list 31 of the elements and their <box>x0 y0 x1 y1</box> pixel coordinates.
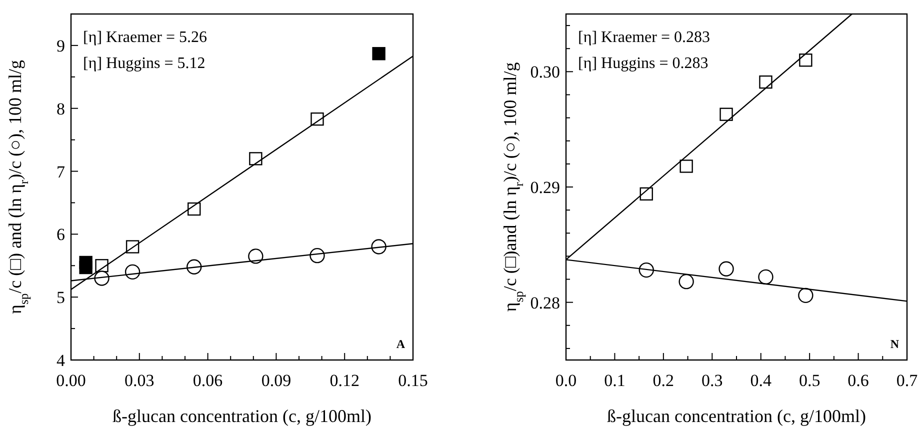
annotation: N <box>890 337 900 351</box>
y-tick-label: 4 <box>56 351 66 370</box>
x-tick-label: 0.2 <box>652 371 674 390</box>
y-tick-label: 6 <box>56 225 65 244</box>
x-tick-label: 0.0 <box>555 371 577 390</box>
annotation: [η] Huggins = 5.12 <box>83 55 206 72</box>
y-tick-label: 7 <box>56 162 66 182</box>
annotation: [η] Kraemer = 5.26 <box>83 29 208 46</box>
x-tick-label: 0.3 <box>702 371 723 390</box>
x-axis-title: ß-glucan concentration (c, g/100ml) <box>607 406 866 426</box>
y-tick-label: 5 <box>56 288 65 308</box>
x-tick-label: 0.7 <box>896 371 918 390</box>
x-tick-label: 0.03 <box>124 371 154 390</box>
annotation: A <box>396 337 406 351</box>
x-tick-label: 0.4 <box>750 371 772 390</box>
x-tick-label: 0.00 <box>56 371 86 390</box>
x-tick-label: 0.12 <box>330 371 360 390</box>
y-tick-label: 8 <box>56 99 65 118</box>
x-tick-label: 0.5 <box>798 371 820 390</box>
x-tick-label: 0.06 <box>192 371 223 390</box>
y-tick-label: 9 <box>56 36 65 56</box>
y-tick-label: 0.30 <box>530 62 560 82</box>
x-axis-title: ß-glucan concentration (c, g/100ml) <box>112 406 372 426</box>
x-tick-label: 0.15 <box>398 371 428 390</box>
annotation: [η] Huggins = 0.283 <box>578 55 708 72</box>
x-tick-label: 0.1 <box>604 371 626 390</box>
x-tick-label: 0.6 <box>848 371 869 390</box>
y-tick-label: 0.29 <box>530 178 560 197</box>
x-tick-label: 0.09 <box>261 371 292 390</box>
annotation: [η] Kraemer = 0.283 <box>578 29 710 46</box>
y-tick-label: 0.28 <box>530 293 560 312</box>
